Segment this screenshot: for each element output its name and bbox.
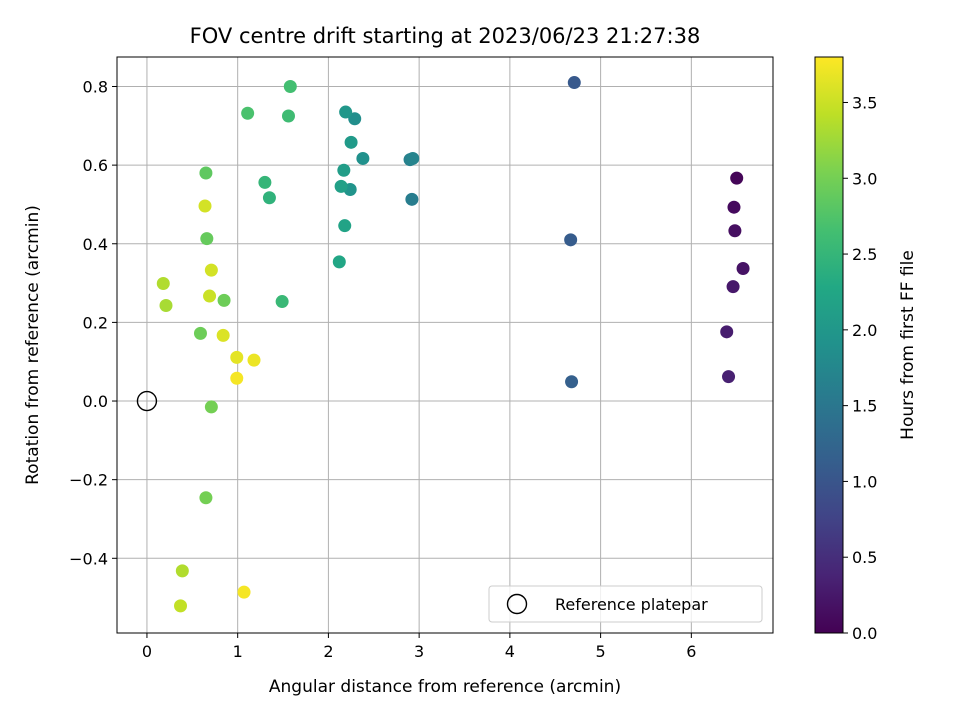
scatter-point bbox=[348, 112, 362, 126]
scatter-point bbox=[567, 76, 581, 90]
scatter-point bbox=[193, 326, 207, 340]
y-tick-label: 0.2 bbox=[83, 313, 108, 332]
scatter-point bbox=[338, 219, 352, 233]
scatter-point bbox=[159, 298, 173, 312]
scatter-point bbox=[200, 232, 214, 246]
colorbar-gradient bbox=[814, 56, 844, 634]
scatter-point bbox=[356, 151, 370, 165]
scatter-point bbox=[204, 263, 218, 277]
scatter-point bbox=[199, 166, 213, 180]
scatter-point bbox=[720, 325, 734, 339]
scatter-point bbox=[175, 564, 189, 578]
scatter-point bbox=[203, 289, 217, 303]
scatter-point bbox=[728, 224, 742, 238]
scatter-point bbox=[258, 175, 272, 189]
data-points bbox=[136, 76, 750, 613]
scatter-point bbox=[281, 109, 295, 123]
chart-title: FOV centre drift starting at 2023/06/23 … bbox=[190, 24, 701, 48]
colorbar-ticks: 0.0 0.5 1.0 1.5 2.0 2.5 3.0 3.5 bbox=[843, 93, 877, 643]
colorbar-tick-label: 0.0 bbox=[852, 624, 877, 643]
plot-frame bbox=[116, 56, 774, 634]
y-axis-ticks: −0.4 −0.2 0.0 0.2 0.4 0.6 0.8 bbox=[69, 77, 117, 568]
colorbar: 0.0 0.5 1.0 1.5 2.0 2.5 3.0 3.5 Hours from firs… bbox=[814, 56, 918, 643]
y-tick-label: 0.8 bbox=[83, 77, 108, 96]
y-tick-label: 0.6 bbox=[83, 156, 108, 175]
scatter-point bbox=[237, 585, 251, 599]
colorbar-tick-label: 2.5 bbox=[852, 245, 877, 264]
colorbar-tick-label: 1.0 bbox=[852, 472, 877, 491]
scatter-point bbox=[344, 135, 358, 149]
y-tick-label: 0.4 bbox=[83, 235, 108, 254]
x-tick-label: 2 bbox=[323, 642, 333, 661]
x-axis-ticks: 0 1 2 3 4 5 6 bbox=[142, 633, 696, 661]
scatter-point bbox=[247, 353, 261, 367]
legend: Reference platepar bbox=[488, 585, 763, 623]
scatter-point bbox=[722, 370, 736, 384]
scatter-point bbox=[337, 163, 351, 177]
scatter-point bbox=[727, 200, 741, 214]
scatter-point bbox=[726, 280, 740, 294]
legend-box bbox=[488, 585, 763, 623]
scatter-point bbox=[262, 191, 276, 205]
x-tick-label: 0 bbox=[142, 642, 152, 661]
scatter-point bbox=[283, 79, 297, 93]
scatter-point bbox=[730, 171, 744, 185]
y-tick-label: −0.2 bbox=[69, 471, 108, 490]
colorbar-tick-label: 0.5 bbox=[852, 548, 877, 567]
y-tick-label: 0.0 bbox=[83, 392, 108, 411]
y-axis-title: Rotation from reference (arcmin) bbox=[23, 205, 43, 485]
x-tick-label: 3 bbox=[414, 642, 424, 661]
scatter-point bbox=[230, 350, 244, 364]
scatter-point bbox=[275, 295, 289, 309]
x-axis-title: Angular distance from reference (arcmin) bbox=[269, 677, 621, 697]
scatter-point bbox=[156, 276, 170, 290]
grid bbox=[117, 57, 773, 633]
scatter-point bbox=[241, 106, 255, 120]
x-tick-label: 5 bbox=[596, 642, 606, 661]
colorbar-title: Hours from first FF file bbox=[898, 250, 918, 440]
x-tick-label: 1 bbox=[233, 642, 243, 661]
colorbar-tick-label: 3.0 bbox=[852, 169, 877, 188]
reference-platepar-marker bbox=[136, 390, 158, 412]
scatter-point bbox=[230, 371, 244, 385]
legend-label: Reference platepar bbox=[555, 595, 708, 614]
scatter-point bbox=[339, 105, 353, 119]
scatter-point bbox=[565, 375, 579, 389]
scatter-point bbox=[198, 199, 212, 213]
scatter-point bbox=[216, 328, 230, 342]
scatter-point bbox=[174, 599, 188, 613]
colorbar-tick-label: 3.5 bbox=[852, 93, 877, 112]
colorbar-tick-label: 1.5 bbox=[852, 397, 877, 416]
scatter-point bbox=[332, 255, 346, 269]
scatter-point bbox=[334, 179, 348, 193]
legend-marker-reference bbox=[506, 593, 528, 615]
scatter-point bbox=[406, 151, 420, 165]
scatter-point bbox=[204, 400, 218, 414]
scatter-point bbox=[217, 293, 231, 307]
scatter-point bbox=[736, 262, 750, 276]
x-tick-label: 6 bbox=[686, 642, 696, 661]
x-tick-label: 4 bbox=[505, 642, 515, 661]
y-tick-label: −0.4 bbox=[69, 549, 108, 568]
colorbar-tick-label: 2.0 bbox=[852, 321, 877, 340]
scatter-point bbox=[564, 233, 578, 247]
scatter-point bbox=[199, 491, 213, 505]
scatter-point bbox=[405, 192, 419, 206]
